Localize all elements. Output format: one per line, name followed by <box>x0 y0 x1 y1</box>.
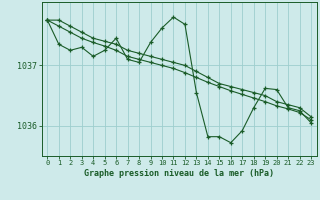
X-axis label: Graphe pression niveau de la mer (hPa): Graphe pression niveau de la mer (hPa) <box>84 169 274 178</box>
